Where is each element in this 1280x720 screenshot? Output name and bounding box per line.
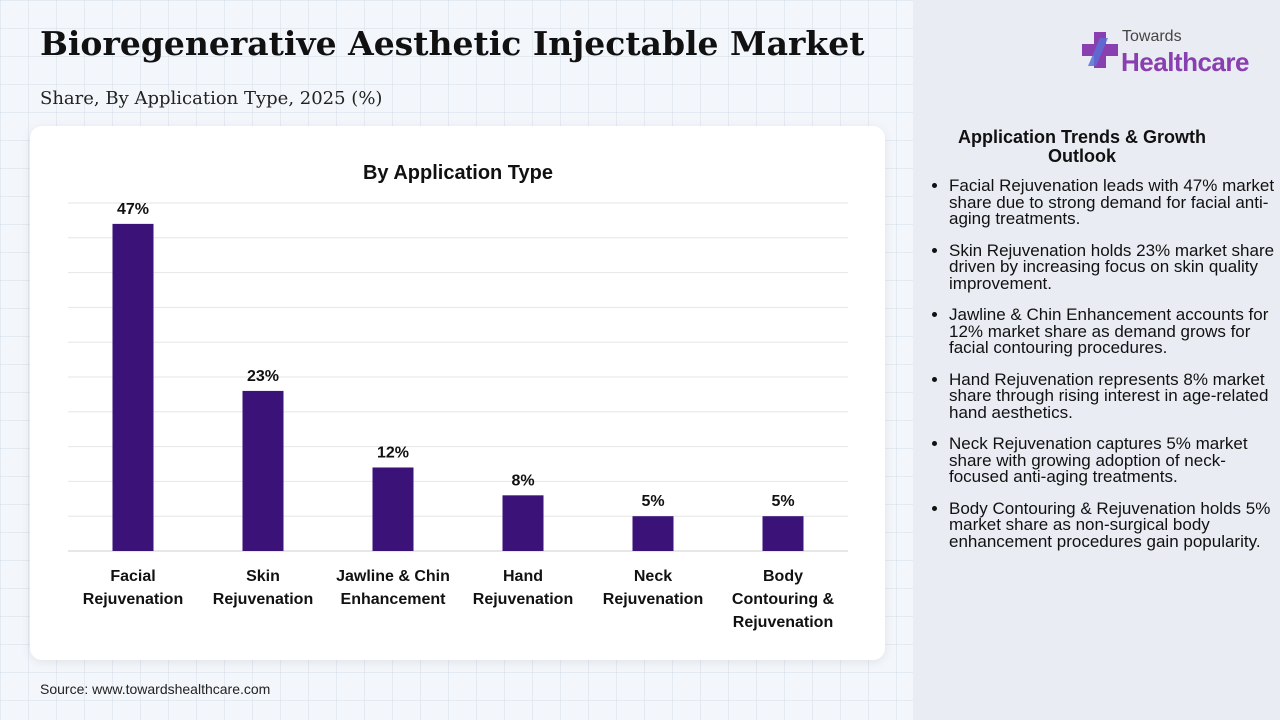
list-item: Body Contouring & Rejuvenation holds 5% … xyxy=(949,500,1279,551)
tick-label: Skin Rejuvenation xyxy=(213,568,313,608)
list-item: Neck Rejuvenation captures 5% market sha… xyxy=(949,435,1279,486)
chart-card: By Application Type 47% 23% 12% 8% 5% 5% Faci… xyxy=(30,126,885,660)
chart-grid xyxy=(68,202,848,552)
bar xyxy=(502,495,544,551)
cross-plus-icon xyxy=(1082,32,1118,68)
tick-label: Jawline & Chin Enhancement xyxy=(336,568,450,608)
tick-label: Hand Rejuvenation xyxy=(473,568,573,608)
brand-logo[interactable]: Towards Healthcare xyxy=(1080,28,1255,78)
bar xyxy=(242,390,284,551)
logo-main-text: Healthcare xyxy=(1121,47,1249,77)
bar xyxy=(762,516,804,551)
list-item: Skin Rejuvenation holds 23% market share… xyxy=(949,242,1279,293)
insights-panel: Towards Healthcare Application Trends & … xyxy=(913,0,1280,720)
page-title: Bioregenerative Aesthetic Injectable Mar… xyxy=(40,24,865,63)
chart-value-labels: 47% 23% 12% 8% 5% 5% xyxy=(117,201,795,510)
tick-label: Neck Rejuvenation xyxy=(603,568,703,608)
data-label: 12% xyxy=(377,444,409,461)
chart-bars xyxy=(112,223,804,551)
source-note: Source: www.towardshealthcare.com xyxy=(40,681,271,697)
bar xyxy=(632,516,674,551)
insights-list: Facial Rejuvenation leads with 47% marke… xyxy=(923,177,1279,565)
tick-label: Body Contouring & Rejuvenation xyxy=(732,568,835,631)
data-label: 5% xyxy=(771,493,794,510)
bar-chart: By Application Type 47% 23% 12% 8% 5% 5% Faci… xyxy=(68,162,848,631)
chart-category-labels: Facial Rejuvenation Skin Rejuvenation Jawlin… xyxy=(83,568,835,631)
bar xyxy=(372,467,414,551)
list-item: Facial Rejuvenation leads with 47% marke… xyxy=(949,177,1279,228)
tick-label: Facial Rejuvenation xyxy=(83,568,183,608)
panel-heading: Application Trends & Growth Outlook xyxy=(957,127,1206,166)
chart-title: By Application Type xyxy=(363,162,553,184)
data-label: 5% xyxy=(641,493,664,510)
data-label: 23% xyxy=(247,368,279,385)
bar xyxy=(112,223,154,551)
data-label: 8% xyxy=(511,472,534,489)
list-item: Hand Rejuvenation represents 8% market s… xyxy=(949,371,1279,422)
page-subtitle: Share, By Application Type, 2025 (%) xyxy=(40,88,383,109)
logo-top-text: Towards xyxy=(1122,28,1182,45)
list-item: Jawline & Chin Enhancement accounts for … xyxy=(949,306,1279,357)
data-label: 47% xyxy=(117,201,149,218)
